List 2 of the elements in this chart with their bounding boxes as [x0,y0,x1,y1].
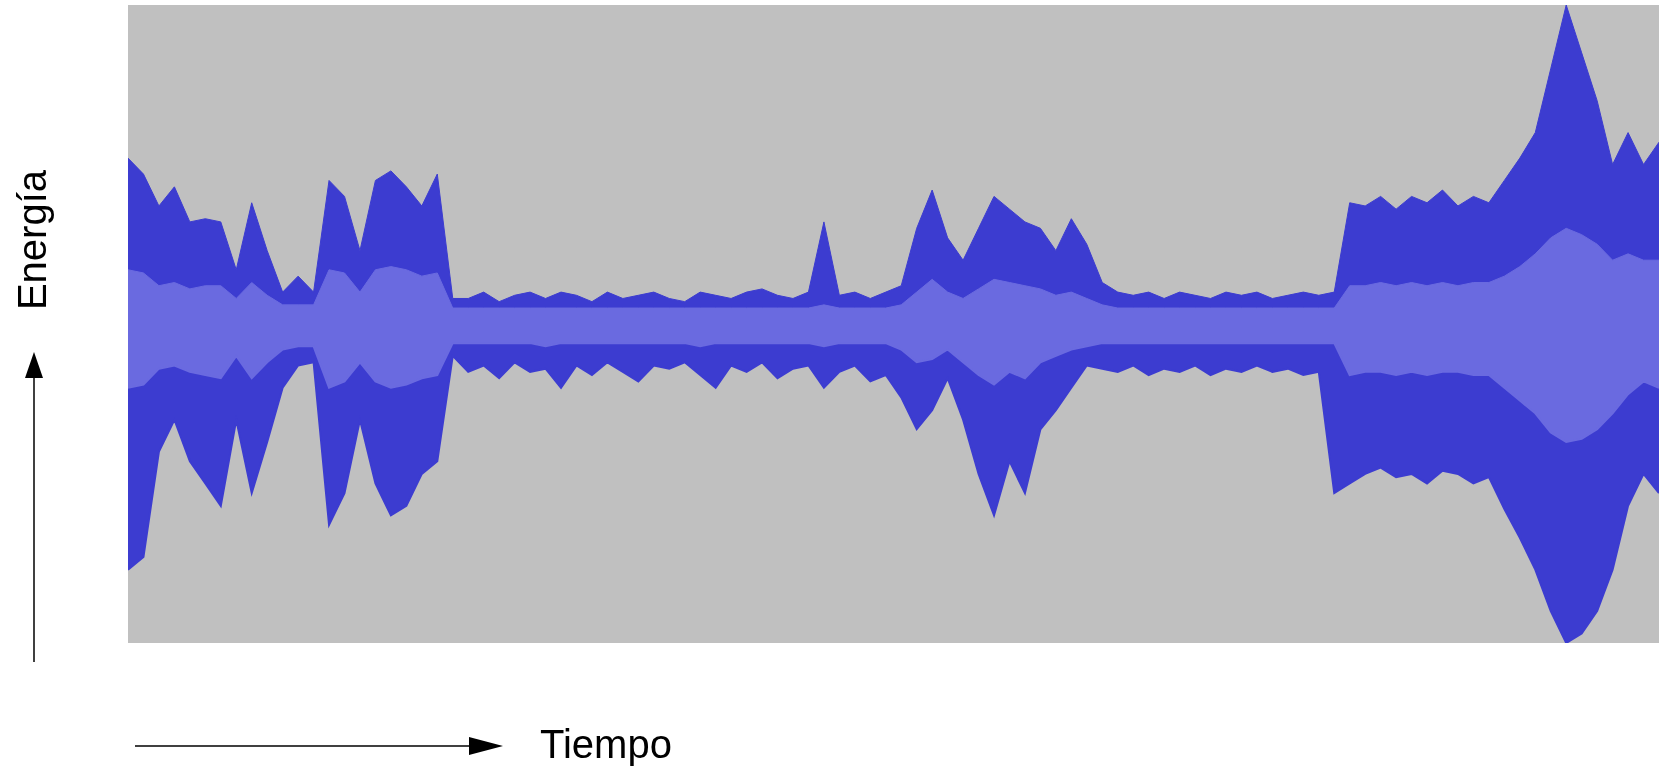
x-axis-title: Tiempo [540,722,672,767]
y-axis-title: Energía [9,169,55,311]
